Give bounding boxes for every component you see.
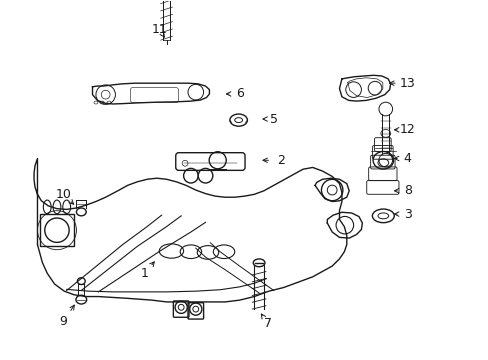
- Text: 8: 8: [403, 184, 411, 197]
- Text: 11: 11: [151, 23, 167, 36]
- Text: 1: 1: [141, 267, 148, 280]
- Text: 10: 10: [55, 188, 71, 201]
- Text: 7: 7: [264, 317, 271, 330]
- Text: 13: 13: [399, 77, 415, 90]
- Text: 5: 5: [269, 113, 277, 126]
- Text: 6: 6: [235, 87, 243, 100]
- Text: 3: 3: [403, 208, 411, 221]
- Text: 2: 2: [277, 154, 285, 167]
- Text: 12: 12: [399, 123, 415, 136]
- Text: 4: 4: [403, 152, 411, 165]
- Text: 9: 9: [59, 315, 67, 328]
